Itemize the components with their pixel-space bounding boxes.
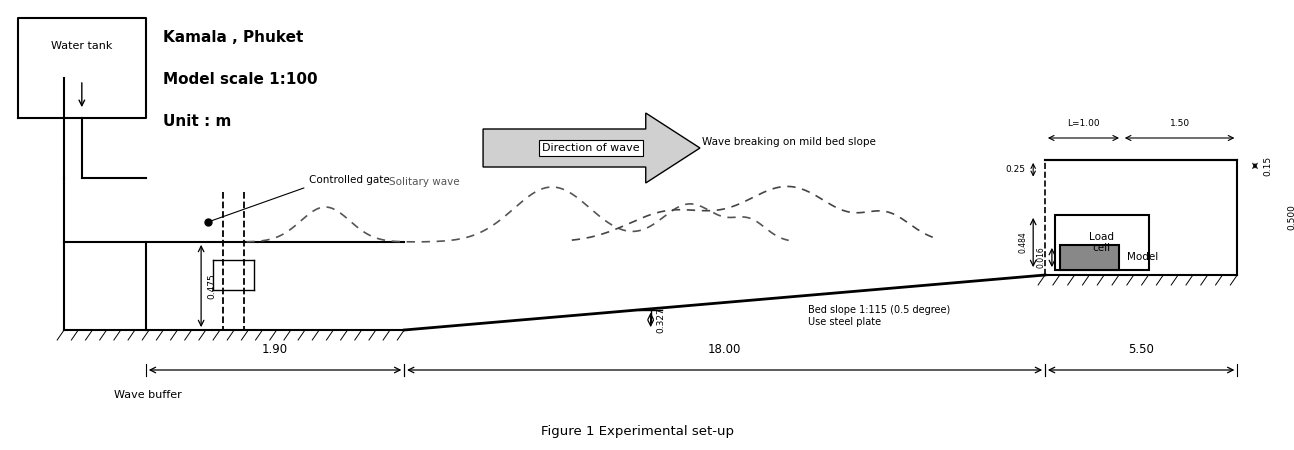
Text: 0.327: 0.327	[656, 307, 665, 333]
Text: 0.016: 0.016	[1036, 247, 1046, 268]
Text: 0.475: 0.475	[207, 273, 216, 299]
Text: 0.25: 0.25	[1005, 165, 1025, 174]
Text: Direction of wave: Direction of wave	[542, 143, 639, 153]
Text: 5.50: 5.50	[1128, 343, 1154, 356]
Text: Figure 1 Experimental set-up: Figure 1 Experimental set-up	[541, 425, 735, 438]
Bar	[1055, 215, 1149, 270]
Text: Model: Model	[1127, 252, 1158, 262]
Text: Controlled gate: Controlled gate	[308, 175, 389, 185]
Text: Kamala , Phuket: Kamala , Phuket	[163, 30, 303, 45]
Text: 18.00: 18.00	[708, 343, 741, 356]
Text: Unit : m: Unit : m	[163, 114, 232, 129]
Text: 1.50: 1.50	[1170, 119, 1189, 128]
Text: Wave breaking on mild bed slope: Wave breaking on mild bed slope	[701, 137, 876, 147]
Text: 0.15: 0.15	[1263, 156, 1272, 176]
FancyArrow shape	[483, 113, 700, 183]
Text: Load
cell: Load cell	[1090, 232, 1114, 253]
Text: Bed slope 1:115 (0.5 degree)
Use steel plate: Bed slope 1:115 (0.5 degree) Use steel p…	[809, 305, 951, 327]
Text: L=1.00: L=1.00	[1068, 119, 1100, 128]
Text: Solitary wave: Solitary wave	[388, 177, 459, 187]
Text: 0.500: 0.500	[1288, 205, 1294, 230]
Text: Model scale 1:100: Model scale 1:100	[163, 72, 317, 87]
Text: Water tank: Water tank	[52, 41, 113, 51]
Text: 1.90: 1.90	[261, 343, 289, 356]
Text: Wave buffer: Wave buffer	[114, 390, 181, 400]
Bar	[1060, 245, 1119, 270]
Text: 0.484: 0.484	[1018, 232, 1027, 253]
